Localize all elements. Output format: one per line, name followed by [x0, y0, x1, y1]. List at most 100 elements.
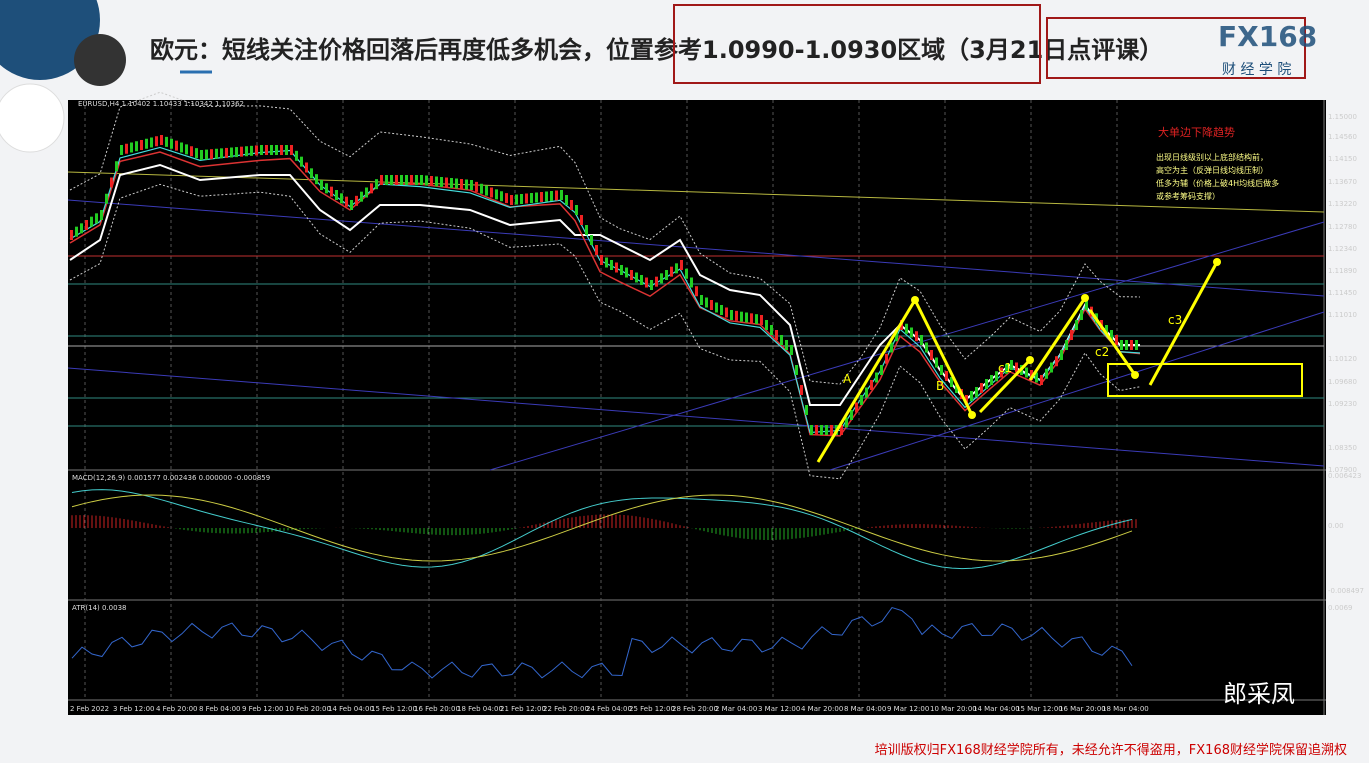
candle: [530, 193, 533, 203]
candle: [555, 190, 558, 201]
candle: [320, 180, 323, 190]
candle: [1080, 310, 1083, 320]
annotation: 低多为辅（价格上破4H均线后做多: [1156, 178, 1279, 188]
wave-label: c2: [1095, 345, 1109, 359]
candle: [450, 178, 453, 188]
watermark: 郎采凤: [1223, 680, 1295, 708]
candle: [175, 140, 178, 151]
candle: [220, 148, 223, 159]
date-label: 4 Mar 20:00: [801, 705, 843, 713]
wave-label: c1: [998, 361, 1012, 375]
candle: [335, 190, 338, 200]
trend-line: [829, 311, 1325, 471]
candle: [350, 200, 353, 210]
candle: [1075, 320, 1078, 330]
highlight-box: [673, 4, 1041, 84]
candle: [295, 150, 298, 161]
candle: [195, 148, 198, 159]
price-tick: 1.08350: [1328, 444, 1357, 452]
candle: [975, 387, 978, 397]
candle: [875, 372, 878, 383]
candle: [735, 310, 738, 321]
candle: [345, 196, 348, 207]
arrow-head: [1213, 258, 1221, 266]
candle: [615, 262, 618, 273]
candle: [630, 270, 633, 280]
price-tick: 1.15000: [1328, 113, 1357, 121]
wave-label: c3: [1168, 313, 1182, 327]
candle: [355, 195, 358, 206]
candle: [910, 327, 913, 338]
candle: [905, 323, 908, 334]
candle: [185, 144, 188, 155]
candle: [120, 145, 123, 155]
trend-line: [67, 199, 1325, 297]
candle: [420, 175, 423, 185]
date-label: 15 Mar 12:00: [1016, 705, 1063, 713]
candle: [130, 142, 133, 153]
date-label: 16 Feb 20:00: [414, 705, 460, 713]
candle: [995, 371, 998, 382]
candle: [80, 223, 83, 234]
candle: [110, 177, 113, 188]
candle: [545, 191, 548, 202]
candle: [945, 371, 948, 381]
chart: 1.15000 1.14560 1.14150 1.13670 1.13220 1.127…: [67, 91, 1364, 715]
candle: [980, 383, 983, 393]
candle: [790, 345, 793, 355]
candle: [745, 312, 748, 323]
candle: [135, 141, 138, 152]
candle: [1025, 367, 1028, 378]
candle: [230, 147, 233, 158]
price-tick: 1.13220: [1328, 200, 1357, 208]
price-tick: 1.11010: [1328, 311, 1357, 319]
date-label: 10 Mar 20:00: [930, 705, 977, 713]
macd-tick: 0.006423: [1328, 472, 1361, 480]
price-tick: 1.10120: [1328, 355, 1357, 363]
price-tick: 1.13670: [1328, 178, 1357, 186]
candle: [470, 180, 473, 190]
candle: [200, 150, 203, 160]
candle: [855, 402, 858, 413]
candle: [115, 161, 118, 172]
title: 欧元：短线关注价格回落后再度低多机会，位置参考1.0990-1.0930区域（3…: [150, 36, 1163, 64]
candle: [1065, 340, 1068, 350]
candle: [585, 225, 588, 235]
candle: [625, 267, 628, 278]
candle: [795, 365, 798, 375]
candle: [1125, 340, 1128, 350]
price-tick: 1.11890: [1328, 267, 1357, 275]
macd-tick: -0.008497: [1328, 587, 1364, 595]
candle: [455, 178, 458, 189]
date-label: 18 Mar 04:00: [1102, 705, 1149, 713]
candle: [850, 410, 853, 420]
candle: [510, 195, 513, 205]
candle: [310, 168, 313, 179]
candle: [870, 380, 873, 390]
candle: [1085, 300, 1088, 310]
candle: [740, 311, 743, 322]
candle: [755, 314, 758, 325]
date-label: 15 Feb 12:00: [371, 705, 417, 713]
candle: [670, 266, 673, 277]
candle: [215, 148, 218, 159]
candle: [1105, 325, 1108, 335]
candle: [1040, 375, 1043, 385]
trend-line: [67, 171, 1325, 213]
trend-line: [67, 367, 1325, 467]
candle: [340, 193, 343, 204]
candle: [765, 320, 768, 330]
candle: [780, 335, 783, 345]
candle: [410, 175, 413, 185]
candle: [590, 235, 593, 245]
candle: [275, 145, 278, 155]
candle: [1120, 340, 1123, 350]
candle: [400, 175, 403, 185]
candle: [235, 147, 238, 158]
candle: [725, 307, 728, 318]
ma-white: [69, 163, 1140, 406]
candle: [520, 194, 523, 204]
arrow-head: [1026, 356, 1034, 364]
candle: [160, 135, 163, 145]
candle: [305, 162, 308, 173]
